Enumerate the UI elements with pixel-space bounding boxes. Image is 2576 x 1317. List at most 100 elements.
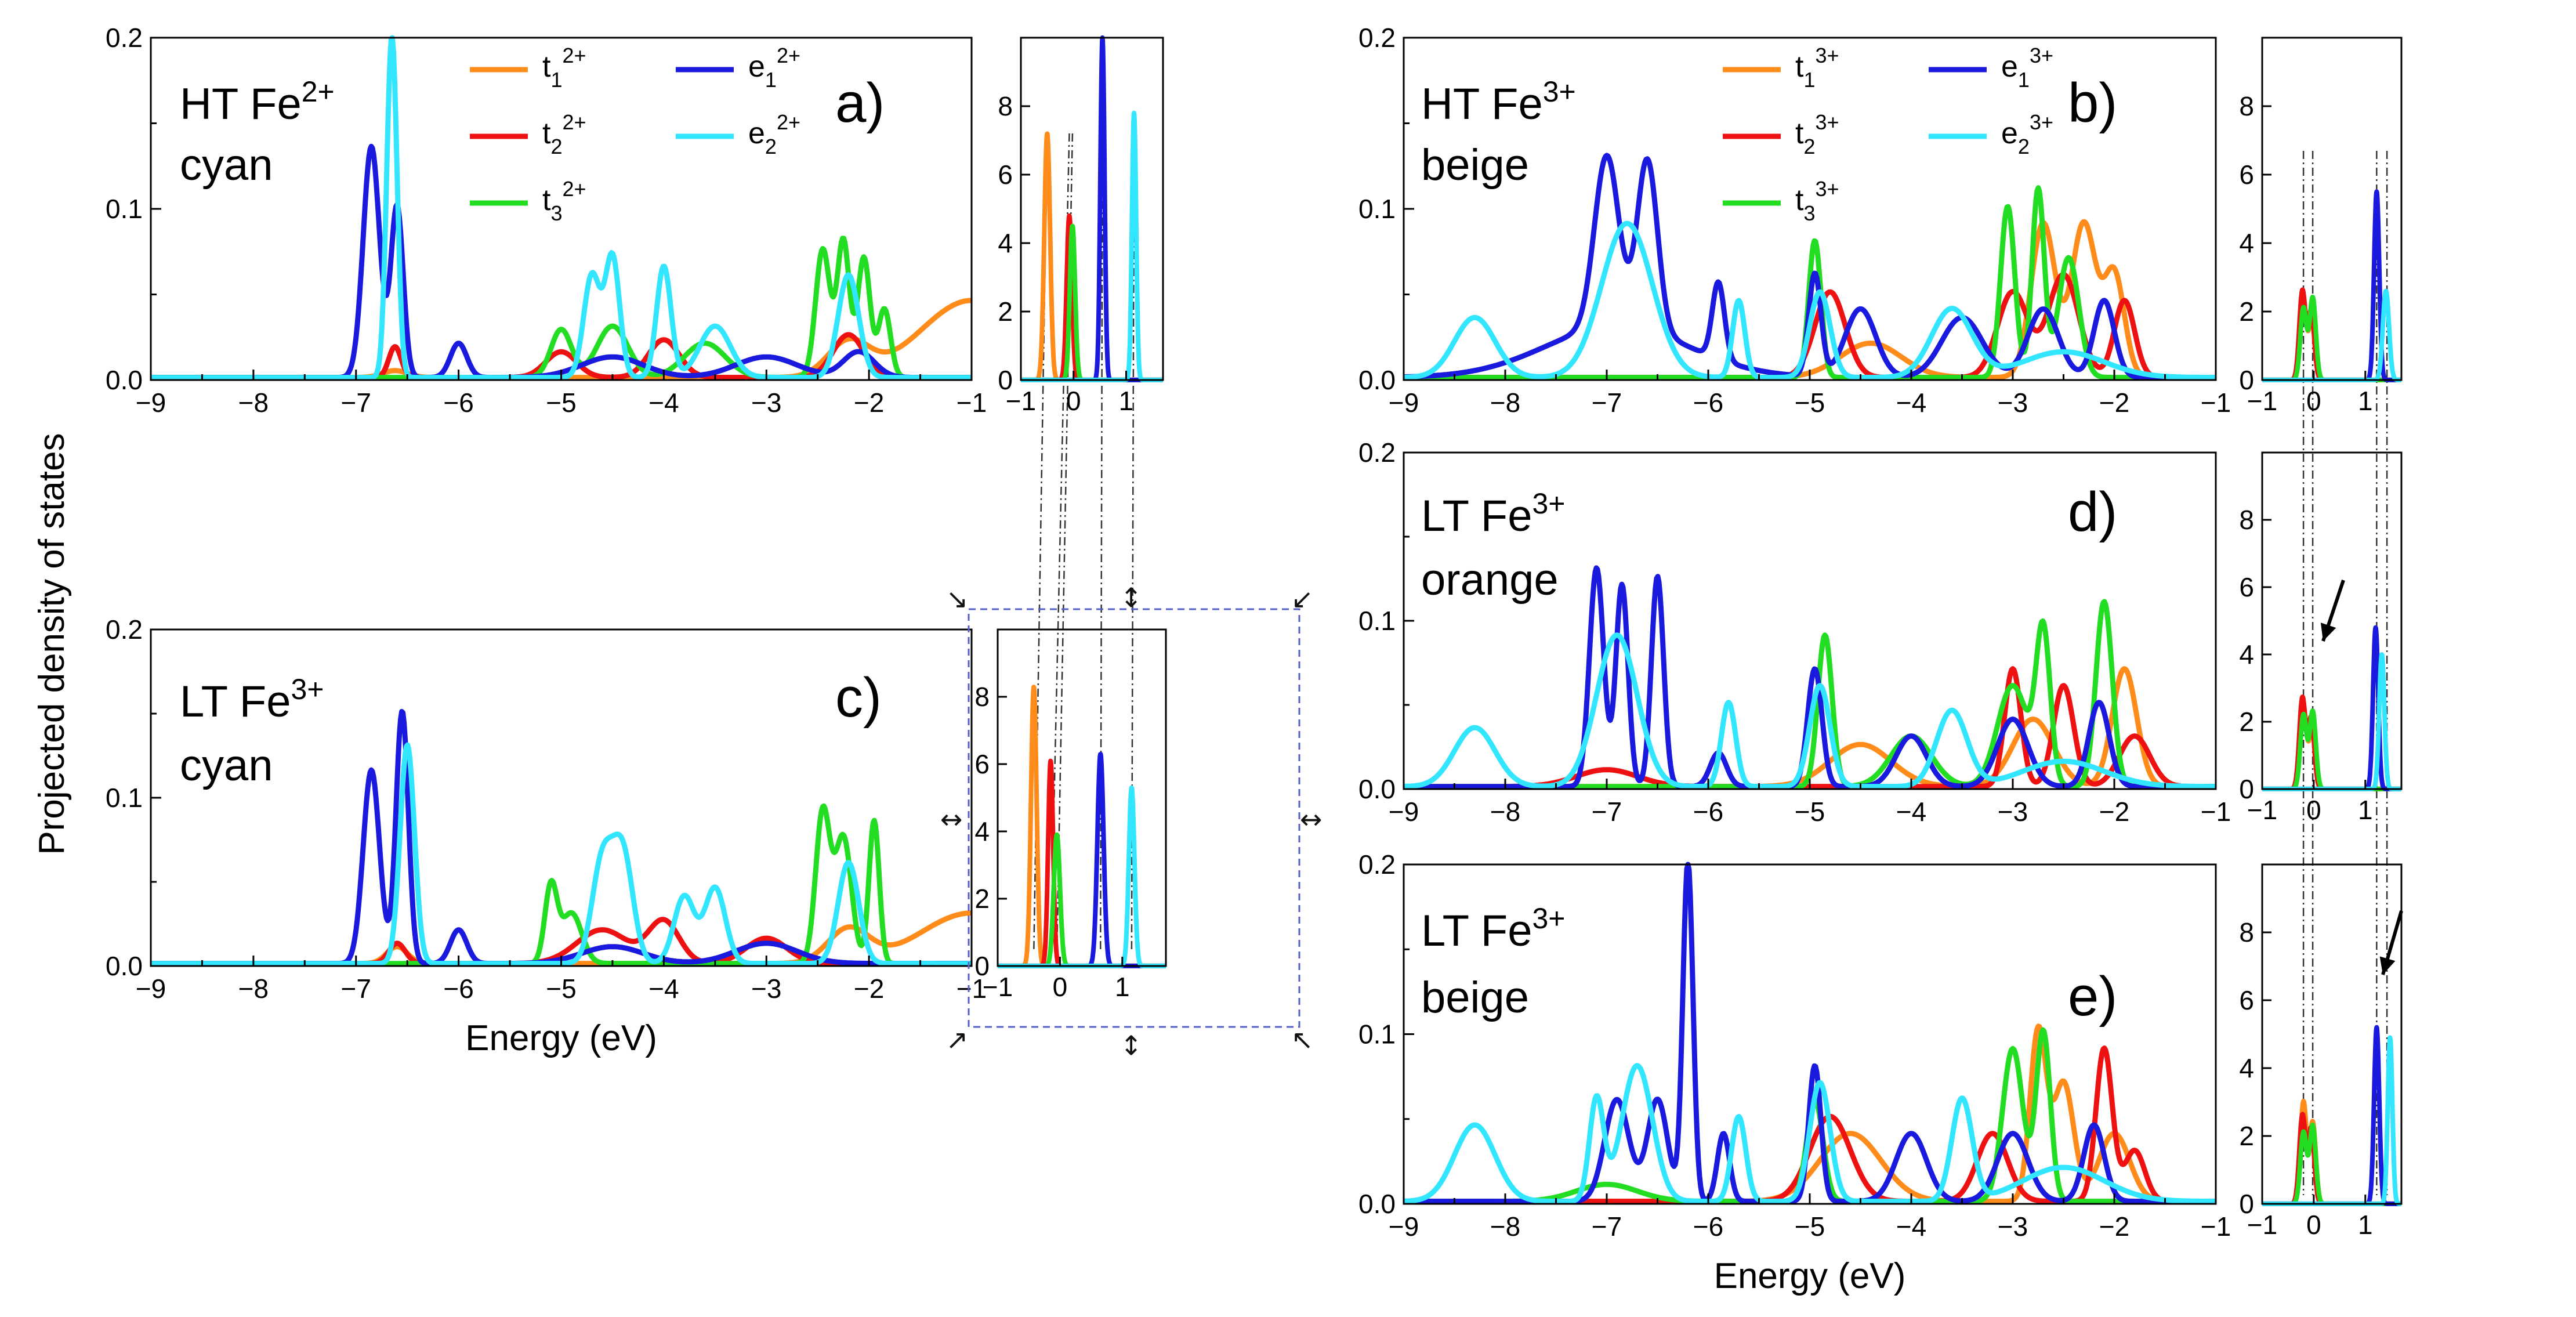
x-tick-label: −4 [1896,388,1926,418]
y-tick-label: 0.1 [1358,606,1396,636]
x-tick-label: −5 [546,388,576,418]
inset-y-tick-label: 0 [2239,1189,2254,1219]
panel-e-curves [1402,862,2218,1204]
resize-handle[interactable]: ↕ [1120,582,1143,613]
inset-line-c-t3 [995,832,1168,968]
resize-handle[interactable]: ↔ [940,804,963,835]
x-tick-label: −2 [854,388,884,418]
y-tick-label: 0.1 [106,194,143,224]
series-line-d-e2 [1402,632,2218,790]
panel-b: −9 −8 −7 −6 −5 −4 −3 −2 −1 0.0 0.1 0.2 HT Fe3+ beige b… [1358,23,2404,418]
panel-site-label: beige [1421,140,1529,190]
x-tick-label: −8 [238,388,269,418]
resize-handle[interactable]: ↕ [1120,1030,1143,1061]
panel-title: LT Fe3+ [1421,902,1566,956]
y-tick-label: 0.2 [1358,23,1396,53]
y-tick-label: 0.0 [1358,774,1396,804]
inset-y-tick-label: 8 [2239,917,2254,947]
inset-y-tick-label: 0 [2239,774,2254,804]
panel-title: HT Fe3+ [1421,75,1576,129]
panels-layer: −9 −8 −7 −6 −5 −4 −3 −2 −1 0.0 0.1 0.2 HT Fe2+ cyan a)… [106,23,2404,1296]
inset-y-tick-label: 6 [2239,160,2254,190]
resize-handle[interactable]: ↘ [946,583,969,614]
resize-handle[interactable]: ↔ [1300,804,1323,835]
guide-line-left [1131,133,1135,952]
y-tick-label: 0.1 [1358,1019,1396,1050]
x-tick-label: −9 [1389,1211,1419,1242]
legend-label-t1: t12+ [542,44,586,92]
x-tick-label: −2 [2099,797,2129,827]
inset-y-tick-label: 4 [2239,639,2254,670]
x-tick-label: −4 [1896,797,1926,827]
overlay-layer: ↘ ↙ ↕ ↔ ↔ ↗ ↖ ↕ [940,580,2403,1061]
legend-label-t3: t33+ [1795,177,1839,225]
inset-x-tick-label: −1 [2247,1210,2277,1240]
x-tick-label: −8 [1490,1211,1520,1242]
panel-site-label: beige [1421,973,1529,1022]
x-tick-label: −6 [1693,1211,1723,1242]
x-tick-label: −2 [854,974,884,1004]
panel-tag: b) [2068,72,2117,134]
resize-handle[interactable]: ↗ [946,1024,969,1055]
panel-site-label: cyan [180,140,273,190]
panel-tag: d) [2068,481,2117,543]
x-tick-label: −5 [1795,388,1825,418]
inset-y-tick-label: 2 [998,296,1013,327]
x-tick-label: −2 [2099,388,2129,418]
x-tick-label: −2 [2099,1211,2129,1242]
x-tick-label: −7 [1592,797,1622,827]
x-tick-label: −6 [443,974,473,1004]
resize-handle[interactable]: ↖ [1291,1024,1314,1055]
panel-d: −9 −8 −7 −6 −5 −4 −3 −2 −1 0.0 0.1 0.2 LT Fe3+ orange… [1358,437,2404,827]
annotation-arrowhead [2379,956,2396,975]
inset-y-tick-label: 2 [2239,1121,2254,1151]
x-tick-label: −5 [1795,1211,1825,1242]
x-tick-label: −1 [2201,388,2231,418]
y-tick-label: 0.1 [1358,194,1396,224]
inset-y-tick-label: 8 [998,91,1013,121]
x-tick-label: −1 [2201,1211,2231,1242]
inset-y-tick-label: 0 [2239,365,2254,395]
x-tick-label: −8 [238,974,269,1004]
inset-y-tick-label: 6 [974,749,990,779]
inset-y-tick-label: 2 [2239,296,2254,327]
x-tick-label: −7 [1592,388,1622,418]
annotation-arrowhead [2320,623,2336,641]
resize-handle[interactable]: ↙ [1291,583,1314,614]
x-tick-label: −9 [136,974,166,1004]
inset-line-c-e2 [995,785,1168,968]
panel-tag: e) [2068,965,2117,1027]
selection-box[interactable] [968,608,1300,1028]
y-tick-label: 0.2 [106,23,143,53]
panel-c: −9 −8 −7 −6 −5 −4 −3 −2 −1 0.0 0.1 0.2 Energy (eV) LT… [106,614,1168,1058]
legend-label-t1: t13+ [1795,44,1839,92]
inset-x-tick-label: −1 [1006,386,1036,416]
inset-x-tick-label: 1 [2358,386,2373,416]
inset-frame [2261,863,2403,1205]
x-tick-label: −6 [1693,388,1723,418]
inset-frame [2261,451,2403,790]
x-tick-label: −8 [1490,797,1520,827]
y-tick-label: 0.1 [106,783,143,813]
inset-x-tick-label: 0 [1066,386,1081,416]
inset-x-tick-label: 1 [2358,795,2373,825]
x-tick-label: −6 [1693,797,1723,827]
inset-y-tick-label: 2 [974,884,990,914]
x-tick-label: −4 [648,388,679,418]
legend-label-t2: t22+ [542,110,586,158]
guide-line-left [1099,133,1103,952]
panel-a: −9 −8 −7 −6 −5 −4 −3 −2 −1 0.0 0.1 0.2 HT Fe2+ cyan a)… [106,23,1165,418]
inset-y-tick-label: 8 [2239,91,2254,121]
inset-line-c-e1 [995,751,1168,968]
legend-label-t2: t23+ [1795,110,1839,158]
series-line-a-t1 [149,298,973,381]
x-tick-label: −1 [2201,797,2231,827]
series-line-b-e2 [1402,220,2218,381]
guide-lines [1033,133,2388,1195]
x-tick-label: −3 [751,974,781,1004]
inset-y-tick-label: 2 [2239,707,2254,737]
inset-x-tick-label: 1 [1119,386,1134,416]
